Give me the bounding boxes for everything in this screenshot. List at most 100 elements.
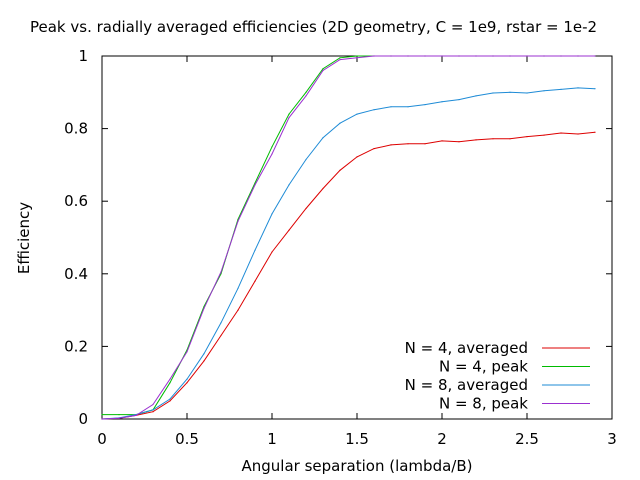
data-point	[152, 403, 154, 406]
series-3	[101, 87, 596, 420]
data-point	[186, 378, 188, 380]
data-point	[203, 307, 205, 309]
y-tick-label: 0.8	[64, 120, 88, 138]
data-point	[441, 55, 443, 57]
data-point	[203, 360, 205, 362]
data-point	[356, 57, 358, 59]
data-point	[543, 55, 545, 57]
x-tick-label: 1.5	[345, 430, 369, 448]
data-point	[118, 417, 120, 419]
data-point	[169, 382, 171, 384]
y-tick-label: 0.4	[64, 265, 88, 283]
data-point	[577, 55, 579, 57]
data-point	[271, 251, 273, 253]
data-point	[220, 334, 222, 337]
data-point	[594, 55, 596, 57]
data-point	[220, 322, 222, 324]
data-point	[373, 148, 375, 150]
data-point	[254, 280, 256, 282]
data-point	[458, 55, 460, 57]
data-point	[407, 106, 409, 108]
data-point	[322, 68, 324, 70]
x-tick-label: 3	[607, 430, 617, 448]
data-point	[560, 55, 562, 57]
data-point	[271, 153, 273, 155]
data-point	[458, 99, 460, 101]
data-point	[356, 55, 358, 57]
data-point	[339, 59, 341, 61]
data-point	[373, 109, 375, 111]
x-axis-title: Angular separation (lambda/B)	[242, 457, 473, 475]
data-point	[356, 156, 358, 158]
data-point	[254, 184, 256, 186]
data-point	[526, 92, 528, 94]
legend-label-3: N = 8, averaged	[405, 376, 528, 394]
data-point	[577, 87, 579, 89]
y-axis-title: Efficiency	[15, 202, 33, 274]
data-point	[305, 207, 307, 210]
data-point	[288, 184, 290, 186]
data-point	[271, 146, 273, 148]
data-point	[322, 187, 324, 190]
data-point	[373, 55, 375, 57]
data-point	[526, 55, 528, 57]
series-1	[101, 131, 596, 420]
legend-label-4: N = 8, peak	[439, 395, 528, 413]
data-point	[322, 69, 324, 72]
data-point	[475, 55, 477, 57]
data-point	[305, 158, 307, 161]
data-point	[152, 409, 154, 411]
data-point	[186, 351, 188, 353]
data-point	[254, 182, 256, 184]
legend-label-2: N = 4, peak	[439, 358, 528, 376]
data-point	[560, 88, 562, 90]
data-point	[152, 411, 154, 413]
data-point	[390, 144, 392, 146]
data-point	[339, 169, 341, 171]
data-point	[390, 106, 392, 108]
data-point	[288, 229, 290, 231]
data-point	[101, 418, 103, 420]
data-point	[237, 220, 239, 222]
data-point	[492, 55, 494, 57]
chart-title: Peak vs. radially averaged efficiencies …	[30, 18, 597, 36]
axis-ticks: 0 0.5 1 1.5 2 2.5 3 0 0.2 0.4 0.6 0.8 1	[64, 47, 617, 448]
data-point	[135, 414, 137, 416]
x-tick-label: 1	[267, 430, 277, 448]
series-4	[101, 55, 596, 420]
data-point	[254, 249, 256, 251]
data-point	[424, 143, 426, 145]
series-line-1	[101, 131, 596, 420]
data-point	[356, 113, 358, 115]
y-tick-label: 1	[78, 47, 88, 65]
data-point	[169, 398, 171, 400]
data-point	[441, 101, 443, 103]
data-point	[169, 378, 171, 380]
data-point	[424, 104, 426, 106]
data-point	[594, 131, 596, 133]
data-point	[101, 414, 103, 416]
data-point	[526, 136, 528, 138]
x-tick-label: 2	[437, 430, 447, 448]
data-point	[237, 287, 239, 289]
data-point	[203, 353, 205, 355]
x-tick-label: 0.5	[175, 430, 199, 448]
data-point	[594, 88, 596, 90]
data-point	[492, 92, 494, 94]
data-point	[407, 143, 409, 145]
data-point	[339, 122, 341, 124]
data-point	[492, 138, 494, 140]
data-point	[475, 139, 477, 141]
series-line-4	[101, 55, 595, 420]
data-point	[441, 140, 443, 142]
series-layer	[101, 55, 596, 420]
data-point	[305, 91, 307, 93]
data-point	[220, 271, 222, 273]
data-point	[169, 400, 171, 402]
data-point	[339, 57, 341, 59]
data-point	[118, 414, 120, 416]
data-point	[543, 134, 545, 136]
data-point	[543, 90, 545, 92]
data-point	[458, 141, 460, 143]
